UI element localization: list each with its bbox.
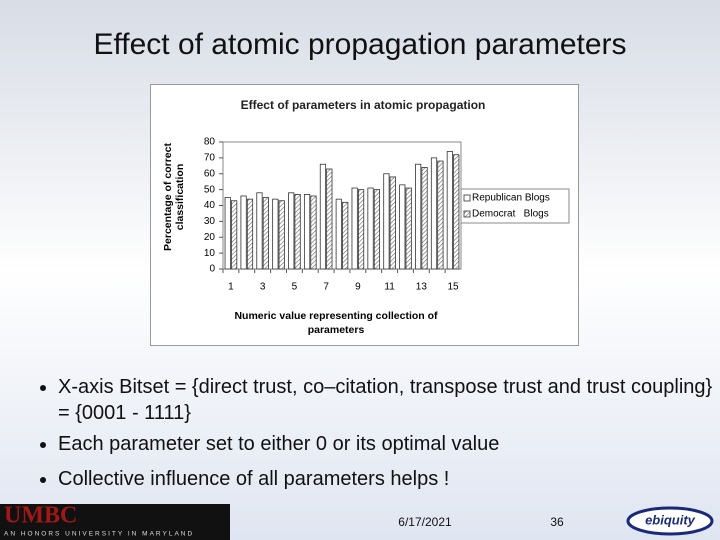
- x-tick-label: 7: [323, 282, 329, 293]
- x-tick-label: 13: [416, 282, 428, 293]
- brand-logo: [626, 506, 714, 536]
- bar: [351, 187, 358, 270]
- logo-bg: [0, 504, 230, 540]
- x-tick-label: 5: [292, 282, 298, 293]
- y-axis-label: Percentage of correct classification: [162, 143, 186, 251]
- logo: UMBC: [4, 504, 77, 529]
- footer: UMBC AN HONORS UNIVERSITY IN MARYLAND 6/…: [0, 504, 714, 540]
- bar: [262, 197, 269, 270]
- bar: [389, 176, 396, 270]
- y-tick-label: 70: [204, 153, 216, 164]
- x-tick-label: 11: [384, 282, 395, 293]
- chart-title: Effect of parameters in atomic propagati…: [241, 98, 486, 112]
- bar: [231, 200, 238, 270]
- bar: [415, 163, 422, 270]
- bullet: X-axis Bitset = {direct trust, co–citati…: [58, 374, 718, 426]
- y-tick-label: 80: [204, 137, 216, 148]
- bar: [288, 192, 295, 270]
- bar: [246, 198, 254, 270]
- bullet: Collective influence of all parameters h…: [58, 466, 718, 492]
- y-tick-label: 20: [204, 232, 216, 243]
- x-tick-label: 9: [355, 282, 361, 293]
- slide-title: Effect of atomic propagation parameters: [93, 28, 627, 61]
- bar: [342, 201, 349, 270]
- plot-area: [222, 141, 462, 270]
- bar: [303, 193, 311, 270]
- x-axis-label: Numeric value representing collection of…: [234, 310, 438, 336]
- bar: [367, 187, 374, 270]
- legend-swatch: [463, 194, 471, 202]
- bar: [437, 160, 444, 270]
- bar: [326, 168, 333, 270]
- legend-label: Democrat Blogs: [472, 209, 549, 220]
- x-tick-label: 1: [228, 282, 234, 293]
- chart-svg: Effect of parameters in atomic propagati…: [204, 98, 570, 293]
- bar: [335, 198, 342, 270]
- bar: [430, 157, 438, 270]
- bullet: Each parameter set to either 0 or its op…: [58, 431, 718, 457]
- y-tick-label: 10: [204, 248, 216, 259]
- chart: Effect of parameters in atomic propagati…: [150, 84, 579, 346]
- page-number: 36: [550, 515, 564, 529]
- x-tick-label: 15: [448, 282, 460, 293]
- x-tick-label: 3: [260, 282, 266, 293]
- bullet-list: X-axis Bitset = {direct trust, co–citati…: [30, 374, 718, 501]
- legend-box: [460, 188, 570, 224]
- legend-label: Republican Blogs: [472, 193, 550, 204]
- bar: [294, 193, 301, 270]
- tagline: AN HONORS UNIVERSITY IN MARYLAND: [4, 531, 194, 538]
- bar: [224, 197, 231, 270]
- y-tick-label: 40: [204, 200, 216, 211]
- y-tick-label: 60: [204, 168, 216, 179]
- bar: [310, 195, 317, 270]
- bar: [272, 198, 279, 270]
- y-tick-label: 30: [204, 216, 216, 227]
- bar: [357, 189, 365, 270]
- bar: [421, 167, 428, 270]
- bar: [256, 192, 263, 270]
- bar: [446, 151, 453, 270]
- brand: ebiquity: [645, 512, 696, 527]
- bar: [240, 195, 247, 270]
- bar: [405, 187, 412, 270]
- bar: [278, 200, 285, 270]
- bar: [319, 163, 327, 270]
- bar: [453, 154, 460, 270]
- date: 6/17/2021: [398, 515, 452, 529]
- bar: [373, 189, 381, 270]
- bar: [383, 173, 390, 270]
- y-tick-label: 50: [204, 184, 216, 195]
- bar: [399, 184, 406, 270]
- legend-swatch: [463, 210, 471, 218]
- y-tick-label: 0: [209, 264, 215, 275]
